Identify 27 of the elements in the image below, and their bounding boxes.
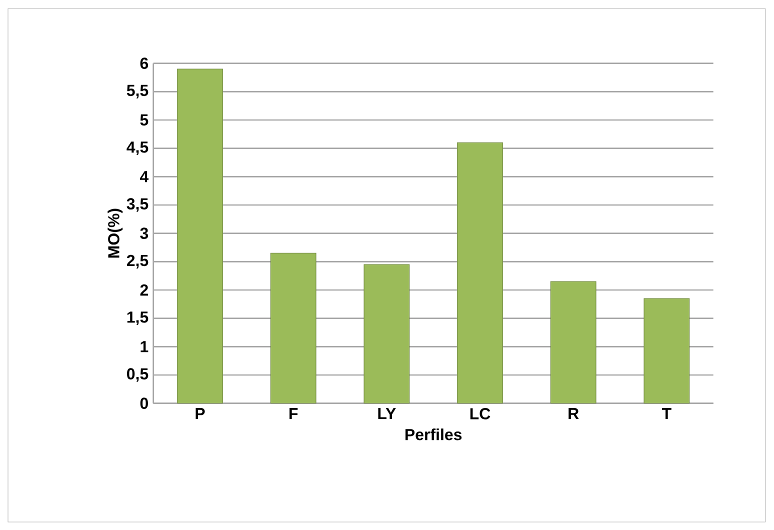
bar <box>364 264 410 404</box>
y-tick-label: 5 <box>140 114 148 126</box>
y-tick-label: 2,5 <box>126 254 148 268</box>
y-tick-label: 2 <box>140 284 148 296</box>
x-tick-label: P <box>196 408 205 420</box>
y-tick-label: 6 <box>140 58 148 69</box>
x-tick-label: LY <box>378 408 396 420</box>
x-axis-title: Perfiles <box>406 428 462 440</box>
y-tick-label: 1,5 <box>127 312 148 326</box>
bar <box>270 252 316 404</box>
bar <box>644 298 690 404</box>
x-tick-label: R <box>568 408 579 420</box>
bar <box>177 68 223 404</box>
y-tick-label: 5,5 <box>126 84 148 98</box>
y-tick-label: 0,5 <box>127 368 148 382</box>
y-axis-title: MO(%) <box>108 208 123 258</box>
x-tick-label: T <box>662 408 672 420</box>
y-tick-label: 0 <box>140 398 148 409</box>
bar <box>550 281 596 404</box>
bar <box>457 142 503 404</box>
y-tick-label: 4,5 <box>126 142 148 156</box>
y-tick-label: 3 <box>140 228 148 240</box>
y-tick-label: 4 <box>140 171 149 182</box>
y-tick-label: 3,5 <box>126 198 148 212</box>
x-tick-label: LC <box>470 408 490 420</box>
y-tick-label: 1 <box>140 341 148 352</box>
x-tick-label: F <box>290 408 298 420</box>
